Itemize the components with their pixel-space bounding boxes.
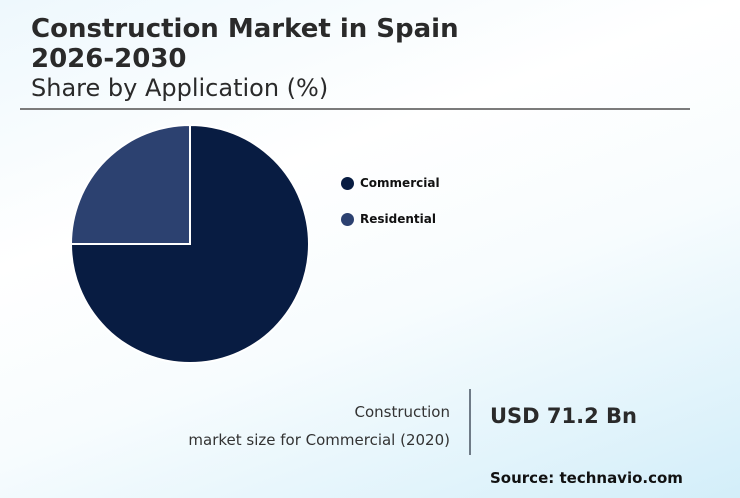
legend: Commercial Residential bbox=[341, 175, 440, 247]
title-line-2: 2026-2030 bbox=[31, 44, 187, 74]
legend-item-residential: Residential bbox=[341, 211, 440, 227]
legend-dot-icon bbox=[341, 212, 354, 226]
legend-label: Commercial bbox=[360, 176, 440, 190]
source-credit: Source: technavio.com bbox=[490, 469, 683, 487]
market-size-value: USD 71.2 Bn bbox=[490, 404, 637, 428]
stat-separator bbox=[469, 389, 471, 455]
market-size-label-line-1: Construction bbox=[354, 403, 450, 421]
chart-title: Construction Market in Spain 2026-2030 bbox=[31, 14, 459, 74]
title-line-1: Construction Market in Spain bbox=[31, 14, 459, 44]
pie-chart bbox=[69, 123, 310, 364]
legend-label: Residential bbox=[360, 212, 436, 226]
pie-slice-residential bbox=[69, 123, 191, 245]
legend-item-commercial: Commercial bbox=[341, 175, 440, 191]
pie-slice-commercial bbox=[69, 123, 310, 364]
chart-subtitle: Share by Application (%) bbox=[31, 74, 329, 102]
market-size-label: Construction market size for Commercial … bbox=[188, 398, 450, 454]
market-size-label-line-2: market size for Commercial (2020) bbox=[188, 431, 450, 449]
legend-dot-icon bbox=[341, 176, 354, 190]
header-divider bbox=[20, 108, 690, 110]
